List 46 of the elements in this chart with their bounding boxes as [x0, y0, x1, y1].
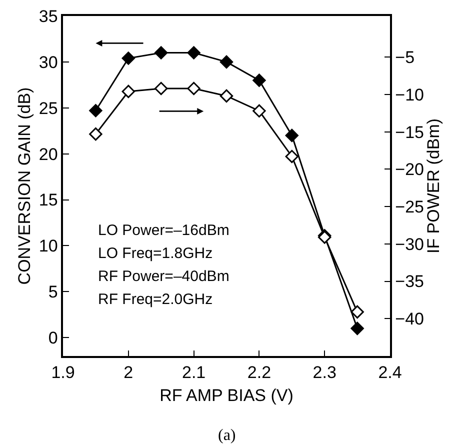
y-tick-label: 30 — [38, 52, 58, 72]
point — [89, 104, 102, 118]
point — [220, 89, 234, 103]
point — [89, 127, 102, 141]
point — [285, 150, 298, 164]
point — [122, 84, 135, 98]
y2-tick-label: −10 — [395, 85, 424, 104]
x-tick-label: 2 — [124, 363, 134, 382]
point — [220, 55, 234, 69]
y-tick-label: 20 — [38, 144, 58, 164]
y2-tick-label: −5 — [395, 48, 415, 68]
point — [122, 52, 135, 65]
point — [252, 74, 266, 87]
point — [154, 82, 168, 96]
x-tick-label: 2.4 — [378, 363, 402, 382]
y-tick-label: 0 — [48, 328, 58, 348]
x-axis-title: RF AMP BIAS (V) — [160, 386, 294, 406]
text: (a) — [218, 427, 236, 444]
y-tick-label: 25 — [38, 98, 58, 118]
y2-axis-title: IF POWER (dBm) — [424, 118, 443, 254]
point — [154, 46, 168, 60]
annotation: LO Power=–16dBm — [98, 222, 230, 239]
y-tick-label: 15 — [38, 190, 58, 210]
y2-tick-label: −35 — [395, 272, 424, 292]
point — [285, 128, 298, 142]
annotation: RF Freq=2.0GHz — [98, 291, 213, 308]
x-tick-label: 1.9 — [51, 363, 75, 382]
y2-tick-label: −40 — [395, 310, 424, 329]
y2-tick-label: −15 — [395, 122, 424, 142]
point — [187, 82, 200, 96]
annotation: RF Power=–40dBm — [98, 268, 230, 285]
y-tick-label: 10 — [38, 236, 58, 256]
y-axis-title: CONVERSION GAIN (dB) — [14, 87, 34, 285]
y2-tick-label: −25 — [395, 198, 424, 216]
y2-tick-label: −30 — [395, 234, 424, 254]
point — [350, 322, 364, 336]
annotation: LO Freq=1.8GHz — [98, 245, 213, 262]
y-tick-label: 35 — [38, 6, 58, 26]
point — [187, 46, 200, 60]
point — [350, 305, 364, 319]
point — [252, 104, 266, 118]
y-tick-label: 5 — [48, 282, 58, 302]
x-tick-label: 2.1 — [182, 363, 206, 382]
y2-tick-label: −20 — [395, 160, 424, 180]
x-tick-label: 2.3 — [312, 363, 336, 382]
x-tick-label: 2.2 — [247, 363, 272, 382]
